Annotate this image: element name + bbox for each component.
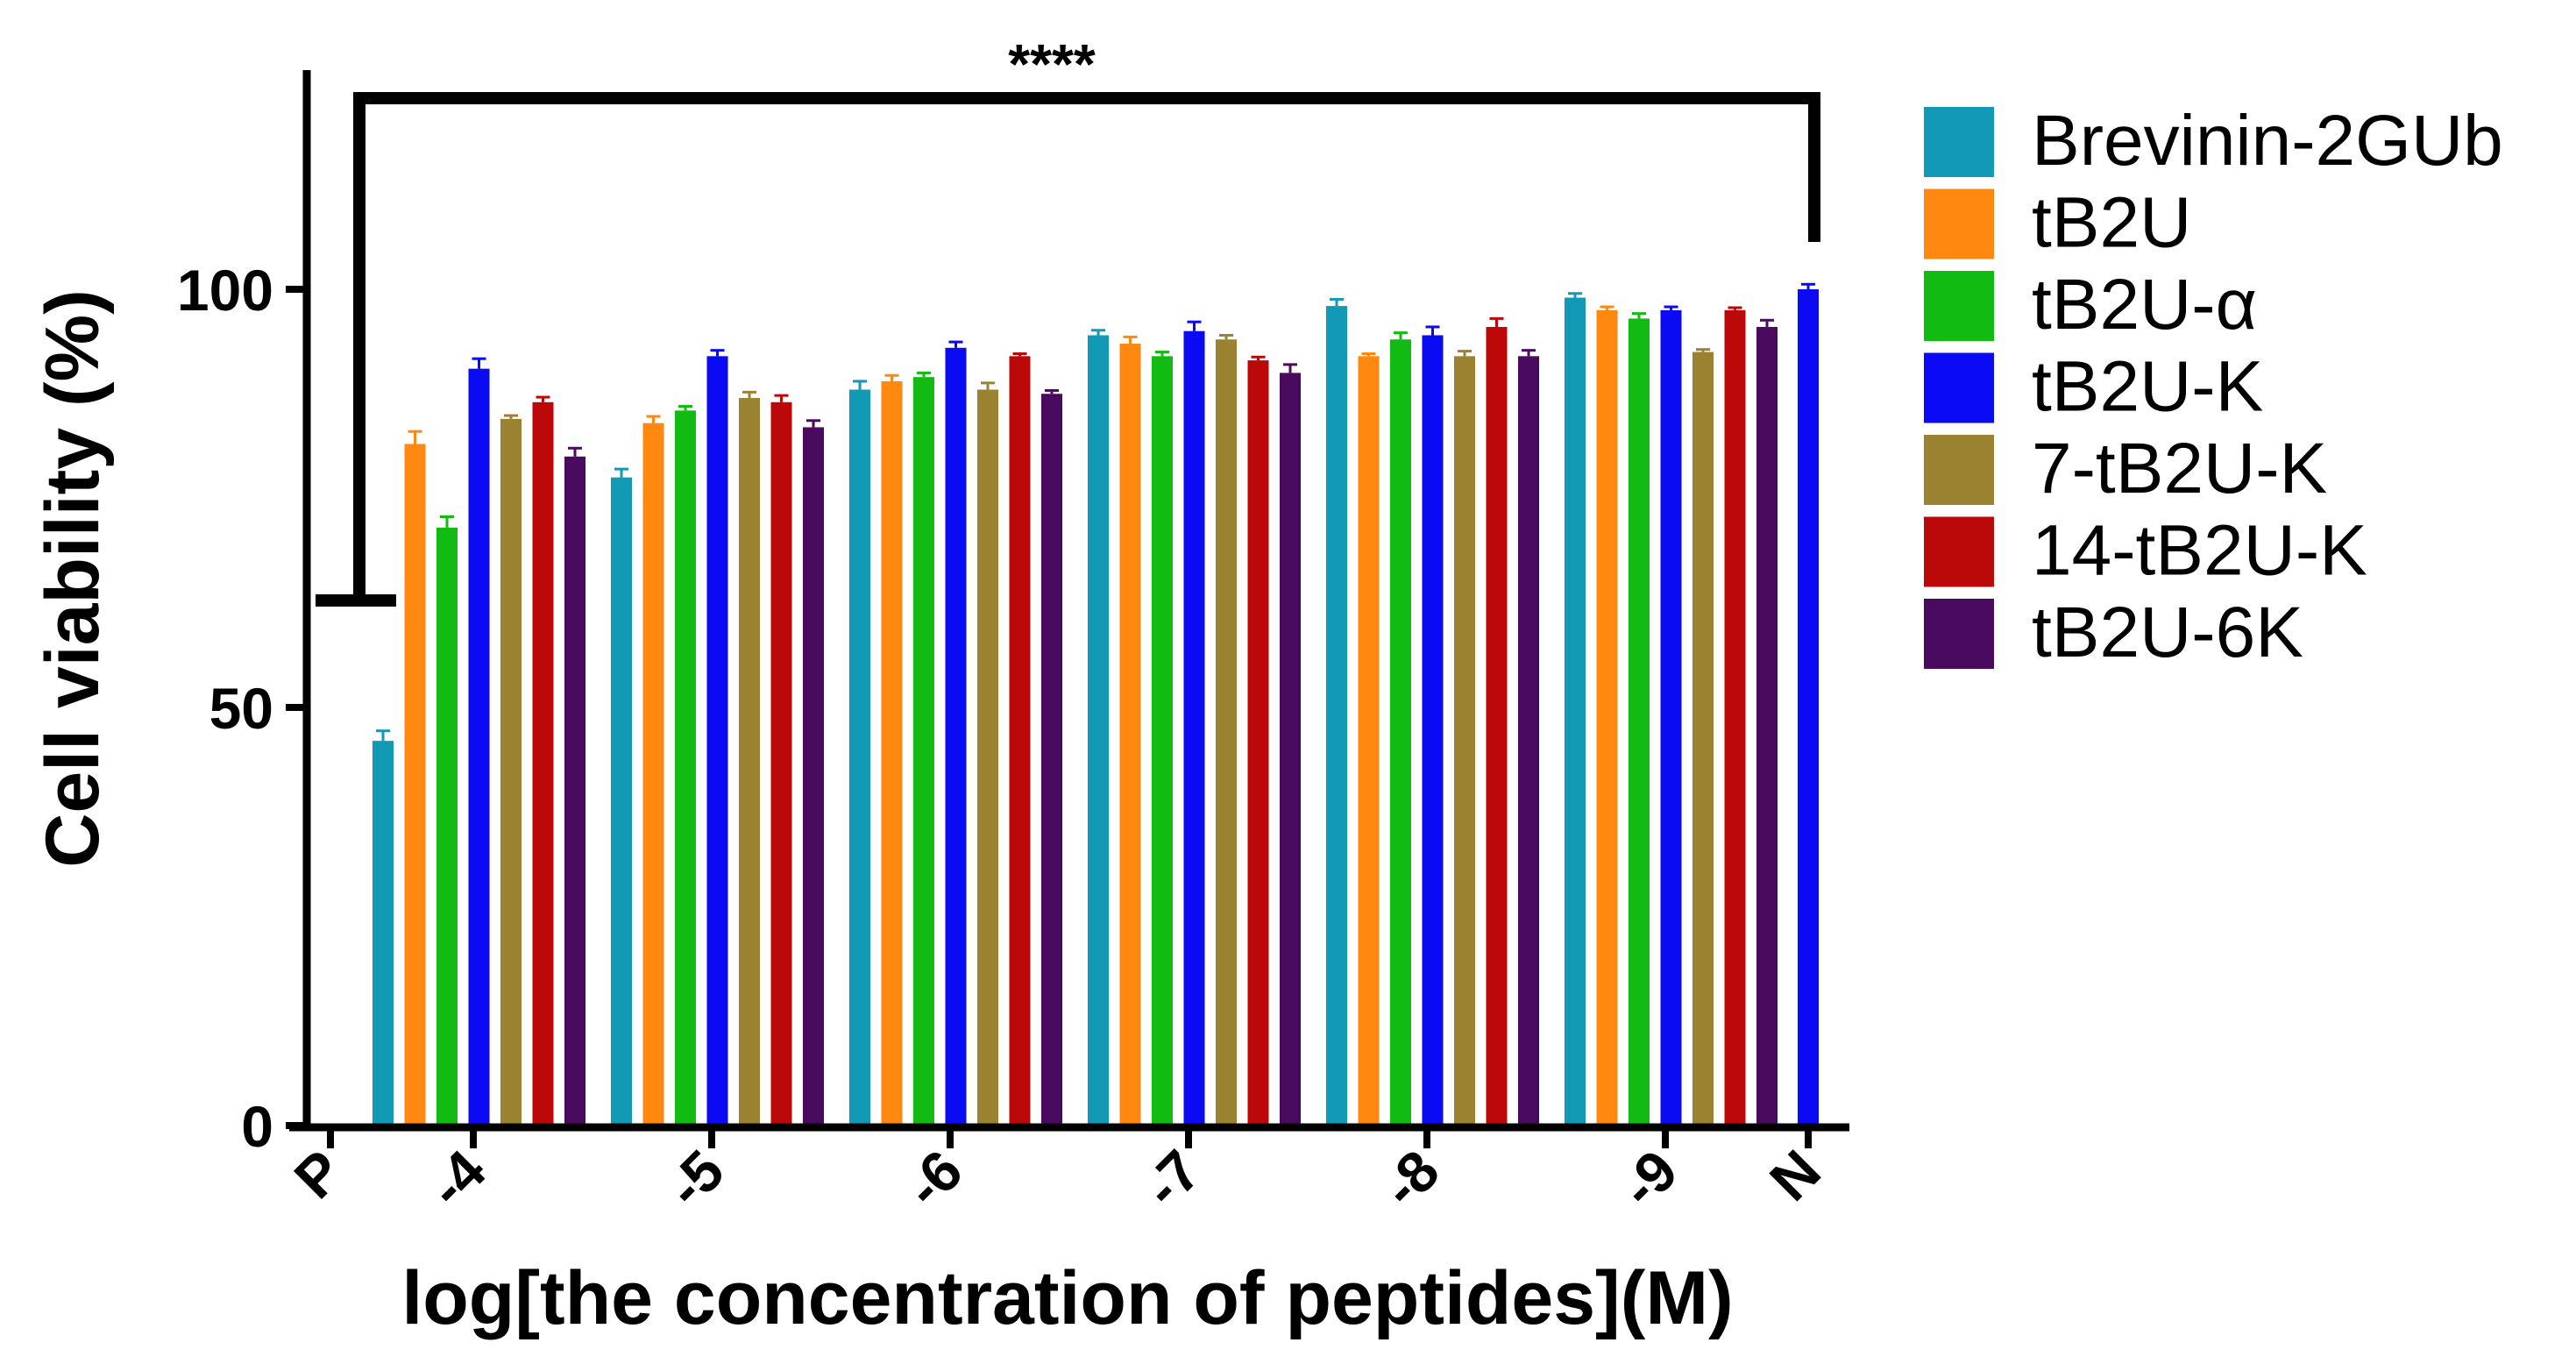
significance-bracket: **** [316, 32, 1820, 607]
y-tick-label: 100 [177, 258, 273, 323]
bar-7-tb2u-k-neg6 [977, 389, 998, 1126]
bar-7-tb2u-k-neg7 [1216, 339, 1237, 1126]
legend: Brevinin-2GUbtB2UtB2U-αtB2U-K7-tB2U-K14-… [1924, 101, 2503, 672]
y-ticks: 0 50 100 [177, 258, 307, 1159]
bar-tb2u--neg5 [675, 410, 696, 1126]
significance-label: **** [1008, 32, 1096, 96]
bar-tb2u-k-neg4 [468, 368, 490, 1126]
bar-14-tb2u-k-neg6 [1009, 356, 1031, 1126]
legend-item: 7-tB2U-K [1924, 429, 2327, 508]
bar-tb2u-6k-neg6 [1041, 394, 1062, 1126]
bar-7-tb2u-k-neg4 [500, 418, 522, 1126]
legend-swatch [1924, 435, 1994, 505]
legend-item: tB2U-α [1924, 265, 2257, 345]
bar-14-tb2u-k-neg4 [532, 401, 554, 1126]
legend-label: 7-tB2U-K [2032, 429, 2327, 508]
y-tick-label: 0 [241, 1094, 273, 1159]
x-tick-label: -4 [415, 1137, 498, 1219]
bar-brevinin-2gub-neg4 [373, 741, 394, 1126]
bar-tb2u-neg7 [1119, 344, 1141, 1126]
bar-tb2u--neg9 [1629, 318, 1650, 1126]
legend-item: tB2U [1924, 183, 2191, 263]
bar-tb2u--neg8 [1390, 339, 1411, 1126]
legend-swatch [1924, 188, 1994, 259]
bar-tb2u-neg4 [404, 444, 426, 1126]
bar-tb2u-k-neg8 [1422, 335, 1444, 1126]
error-bars-layer [376, 282, 1815, 742]
bar-tb2u--neg6 [913, 377, 934, 1126]
x-tick-label: N [1757, 1138, 1833, 1213]
legend-item: Brevinin-2GUb [1924, 101, 2503, 181]
bar-14-tb2u-k-neg7 [1247, 360, 1269, 1126]
bar-brevinin-2gub-neg5 [611, 477, 632, 1126]
bar-brevinin-2gub-neg7 [1088, 335, 1109, 1126]
x-ticks: P -4 -5 -6 -7 -8 -9 N [281, 1127, 1833, 1220]
bar-7-tb2u-k-neg8 [1454, 356, 1475, 1126]
x-tick-label: -9 [1607, 1138, 1690, 1220]
bar-tb2u-6k-neg7 [1280, 373, 1301, 1126]
legend-label: tB2U-α [2032, 265, 2257, 345]
bar-tb2u-k-neg5 [706, 356, 728, 1126]
legend-label: tB2U [2032, 183, 2191, 263]
axes-layer [289, 70, 1849, 1132]
bar-tb2u-neg8 [1358, 356, 1380, 1126]
legend-swatch [1924, 271, 1994, 341]
bar-tb2u-k-neg9 [1660, 309, 1682, 1126]
legend-item: tB2U-6K [1924, 593, 2303, 672]
x-tick-label: -7 [1131, 1138, 1213, 1220]
bar-7-tb2u-k-neg9 [1692, 352, 1714, 1126]
bar-brevinin-2gub-neg6 [849, 389, 870, 1126]
legend-swatch [1924, 516, 1994, 587]
bar-tb2u-6k-neg9 [1756, 326, 1778, 1126]
legend-item: tB2U-K [1924, 347, 2263, 427]
legend-label: Brevinin-2GUb [2032, 101, 2503, 181]
bar-tb2u-neg5 [642, 423, 664, 1126]
x-tick-label: P [281, 1138, 354, 1211]
legend-label: 14-tB2U-K [2032, 511, 2367, 591]
x-axis-title: log[the concentration of peptides](M) [401, 1256, 1733, 1340]
y-axis-title: Cell viability (%) [31, 289, 115, 868]
bar-control-N [1798, 289, 1819, 1126]
bar-tb2u-neg6 [881, 380, 903, 1126]
bar-tb2u-6k-neg4 [564, 456, 585, 1126]
bar-14-tb2u-k-neg8 [1486, 326, 1508, 1126]
legend-swatch [1924, 352, 1994, 423]
bar-tb2u-k-neg7 [1183, 330, 1205, 1126]
legend-swatch [1924, 599, 1994, 669]
bar-tb2u-6k-neg5 [803, 427, 824, 1126]
legend-label: tB2U-K [2032, 347, 2263, 427]
bar-tb2u-6k-neg8 [1518, 356, 1539, 1126]
bar-tb2u--neg7 [1152, 356, 1173, 1126]
legend-label: tB2U-6K [2032, 593, 2303, 672]
y-tick-label: 50 [209, 676, 273, 741]
x-tick-label: -5 [654, 1138, 736, 1220]
x-tick-label: -8 [1369, 1138, 1451, 1220]
bar-tb2u--neg4 [436, 527, 458, 1126]
bar-7-tb2u-k-neg5 [739, 398, 760, 1126]
bar-brevinin-2gub-neg8 [1326, 306, 1347, 1126]
bar-14-tb2u-k-neg9 [1724, 309, 1746, 1126]
bar-tb2u-neg9 [1596, 309, 1618, 1126]
legend-swatch [1924, 107, 1994, 177]
bar-brevinin-2gub-neg9 [1565, 297, 1586, 1126]
legend-item: 14-tB2U-K [1924, 511, 2367, 591]
bar-tb2u-k-neg6 [945, 347, 967, 1126]
bars-layer [373, 289, 1819, 1126]
bar-14-tb2u-k-neg5 [770, 401, 792, 1126]
x-tick-label: -6 [892, 1138, 975, 1220]
